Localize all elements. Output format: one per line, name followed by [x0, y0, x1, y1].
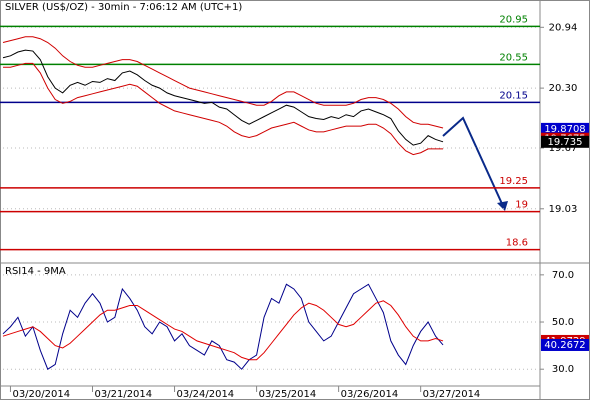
y-tick-label: 30.0: [552, 364, 574, 375]
level-label: 20.15: [499, 90, 528, 101]
value-box: [541, 122, 589, 135]
chart-title: SILVER (US$/OZ) - 30min - 7:06:12 AM (UT…: [5, 2, 242, 13]
series-line: [2, 36, 444, 129]
value-box: [541, 338, 589, 351]
x-tick-label: 03/21/2014: [95, 389, 153, 400]
value-label: 40.2672: [544, 340, 585, 351]
series-line: [2, 283, 444, 370]
rsi-title: RSI14 - 9MA: [5, 266, 66, 277]
x-tick-label: 03/27/2014: [423, 389, 481, 400]
y-tick-label: 19.03: [549, 204, 578, 215]
level-label: 18.6: [506, 238, 528, 249]
y-tick-label: 19.67: [549, 143, 578, 154]
level-label: 19: [515, 200, 528, 211]
y-tick-label: 20.94: [549, 22, 578, 33]
arrow-head: [497, 201, 508, 211]
value-label: 19.735: [548, 137, 583, 148]
x-tick-label: 03/26/2014: [341, 389, 399, 400]
level-label: 20.95: [499, 14, 528, 25]
value-box: [541, 135, 589, 148]
y-tick-label: 70.0: [552, 270, 574, 281]
y-tick-label: 50.0: [552, 317, 574, 328]
y-tick-label: 20.30: [549, 83, 578, 94]
x-tick-label: 03/24/2014: [177, 389, 235, 400]
series-line: [3, 62, 444, 156]
series-line: [2, 300, 444, 361]
series-line: [2, 49, 444, 146]
x-tick-label: 03/25/2014: [259, 389, 317, 400]
level-label: 20.55: [499, 52, 528, 63]
level-label: 19.25: [499, 176, 528, 187]
x-tick-label: 03/20/2014: [12, 389, 70, 400]
value-label: 19.8708: [544, 124, 585, 135]
forecast-arrow: [442, 116, 504, 207]
